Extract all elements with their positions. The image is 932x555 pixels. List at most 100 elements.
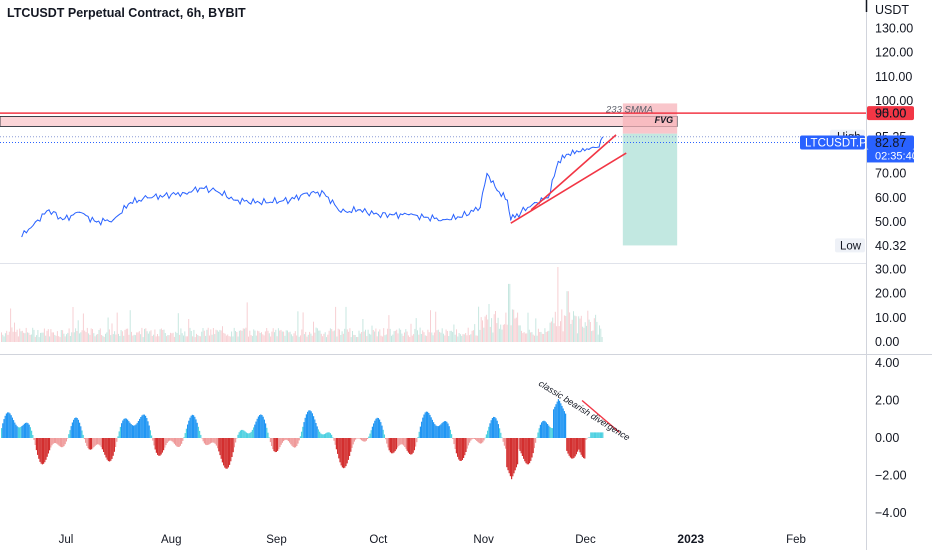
volume-bar — [25, 327, 27, 342]
volume-bar — [583, 327, 585, 342]
volume-bar — [417, 330, 418, 342]
histogram-bar — [317, 429, 319, 438]
histogram-bar — [544, 421, 546, 438]
histogram-bar — [484, 437, 486, 439]
volume-bar — [30, 334, 32, 342]
histogram-bar — [458, 438, 460, 460]
volume-bar — [144, 328, 145, 342]
price-point — [323, 192, 325, 194]
volume-bar — [437, 329, 439, 342]
volume-bar — [268, 333, 270, 342]
volume-bar — [387, 328, 389, 342]
price-point — [408, 214, 410, 216]
price-point — [201, 187, 203, 189]
volume-bar — [420, 334, 422, 342]
price-point — [506, 199, 508, 201]
volume-bar — [246, 302, 248, 342]
histogram-bar — [95, 438, 97, 445]
volume-bar — [519, 325, 521, 342]
volume-bar — [534, 335, 535, 342]
price-axis[interactable]: 130.00120.00110.00100.0080.0070.0060.005… — [800, 21, 918, 520]
volume-bar — [543, 334, 545, 342]
volume-bar — [467, 327, 469, 342]
histogram-bar — [289, 438, 291, 443]
histogram-bar — [21, 426, 23, 438]
volume-bar — [66, 334, 67, 342]
volume-bar — [51, 332, 53, 342]
volume-bar — [72, 307, 74, 342]
histogram-bar — [2, 423, 4, 438]
price-tick-label: 50.00 — [875, 215, 906, 229]
histogram-bar — [451, 434, 453, 438]
histogram-bar — [256, 418, 258, 438]
histogram-bar — [340, 438, 342, 466]
volume-bar — [17, 336, 19, 342]
volume-bar — [146, 331, 148, 342]
histogram-bar — [589, 437, 591, 438]
volume-bar — [262, 334, 264, 342]
histogram-bar — [309, 410, 311, 438]
histogram-bar — [425, 411, 427, 438]
volume-bar — [367, 329, 369, 342]
histogram-bar — [569, 438, 571, 458]
histogram-bar — [554, 406, 556, 438]
volume-bar — [384, 335, 386, 342]
volume-bar — [575, 316, 577, 342]
histogram-bar — [597, 432, 599, 438]
histogram-bar — [68, 434, 70, 438]
volume-bar — [459, 334, 461, 342]
volume-bar — [170, 332, 171, 342]
histogram-bar — [131, 425, 133, 438]
price-point — [557, 160, 559, 163]
histogram-bar — [493, 416, 495, 438]
volume-bar — [532, 334, 534, 342]
histogram-bar — [250, 431, 252, 438]
histogram-bar — [526, 438, 528, 465]
oscillator-tick-label: −2.00 — [875, 469, 907, 483]
histogram-bar — [473, 438, 475, 439]
volume-bar — [300, 335, 301, 342]
histogram-bar — [435, 425, 437, 438]
histogram-bar — [140, 417, 142, 438]
histogram-bar — [241, 429, 243, 438]
time-axis[interactable]: Jul Aug Sep Oct Nov Dec 2023 Feb — [59, 532, 806, 546]
volume-bar — [342, 333, 344, 342]
histogram-bar — [3, 419, 5, 438]
histogram-bar — [412, 438, 414, 453]
volume-bar — [381, 336, 383, 342]
volume-bar — [368, 333, 370, 342]
volume-bar — [441, 328, 443, 342]
histogram-bar — [352, 438, 354, 445]
histogram-bar — [460, 438, 462, 461]
volume-bar — [584, 322, 586, 342]
histogram-bar — [93, 438, 95, 448]
volume-bar — [258, 331, 260, 342]
histogram-bar — [207, 438, 209, 445]
volume-bar — [75, 328, 77, 342]
histogram-bar — [478, 438, 480, 444]
volume-bar — [112, 334, 114, 342]
histogram-bar — [188, 420, 190, 438]
volume-bar — [196, 333, 197, 342]
histogram-bar — [27, 423, 29, 438]
histogram-bar — [159, 438, 161, 456]
histogram-bar — [424, 412, 426, 438]
low-tag-bg — [835, 238, 865, 253]
time-tick-label: Oct — [369, 534, 388, 546]
volume-bar — [4, 333, 6, 342]
volume-bar — [592, 330, 594, 342]
histogram-bar — [481, 438, 483, 444]
histogram-bar — [556, 401, 558, 438]
histogram-bar — [511, 438, 513, 480]
histogram-bar — [223, 438, 225, 466]
ticker-tag: LTCUSDT.P — [805, 137, 867, 149]
histogram-bar — [496, 420, 498, 438]
histogram-bar — [579, 438, 581, 453]
histogram-bar — [51, 438, 53, 446]
histogram-bar — [208, 438, 210, 445]
volume-bar — [103, 336, 105, 342]
volume-bar — [380, 335, 382, 342]
histogram-bar — [311, 413, 313, 438]
volume-bar — [183, 335, 184, 342]
